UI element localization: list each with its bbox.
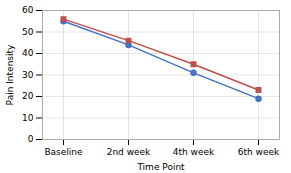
svg-text:30: 30 (22, 70, 34, 80)
svg-text:10: 10 (22, 113, 34, 123)
svg-text:Time Point: Time Point (136, 162, 185, 172)
svg-text:6th week: 6th week (238, 147, 280, 157)
svg-text:2nd week: 2nd week (107, 147, 151, 157)
svg-text:50: 50 (22, 27, 34, 37)
svg-text:Baseline: Baseline (44, 147, 83, 157)
svg-text:20: 20 (22, 91, 34, 101)
svg-text:40: 40 (22, 48, 34, 58)
svg-text:Pain Intensity: Pain Intensity (5, 44, 15, 105)
svg-text:4th week: 4th week (173, 147, 215, 157)
svg-text:0: 0 (28, 134, 34, 144)
svg-text:60: 60 (22, 5, 34, 15)
